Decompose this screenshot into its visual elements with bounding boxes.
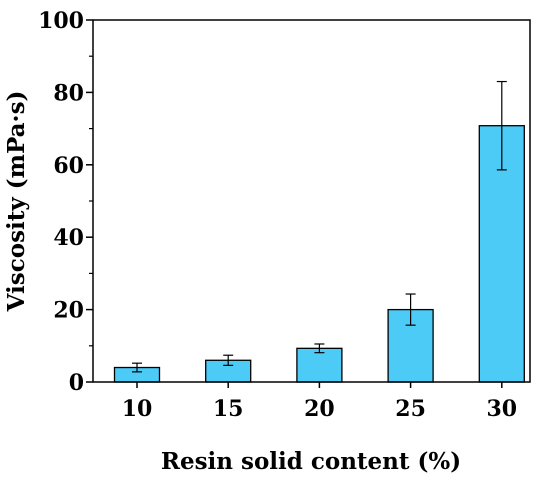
y-tick-label-0: 0 <box>69 370 84 396</box>
plot-frame <box>92 19 531 383</box>
x-axis-ticks: 10 15 20 25 30 <box>122 382 517 422</box>
y-tick-label-40: 40 <box>53 225 84 251</box>
bar-20 <box>296 347 343 383</box>
y-tick-label-80: 80 <box>53 80 84 106</box>
x-tick-label-30: 30 <box>486 396 517 422</box>
y-tick-label-100: 100 <box>38 8 84 34</box>
x-tick-label-10: 10 <box>122 396 153 422</box>
x-axis-title: Resin solid content (%) <box>161 448 461 475</box>
error-bars-group <box>132 80 507 373</box>
y-tick-label-60: 60 <box>53 153 84 179</box>
bars-group <box>113 125 525 383</box>
y-axis-title: Viscosity (mPa·s) <box>3 91 30 313</box>
y-tick-label-20: 20 <box>53 298 84 324</box>
x-tick-label-20: 20 <box>304 396 335 422</box>
x-tick-label-25: 25 <box>395 396 426 422</box>
y-axis-ticks: 0 20 40 60 80 100 <box>38 8 93 396</box>
x-tick-label-15: 15 <box>213 396 244 422</box>
